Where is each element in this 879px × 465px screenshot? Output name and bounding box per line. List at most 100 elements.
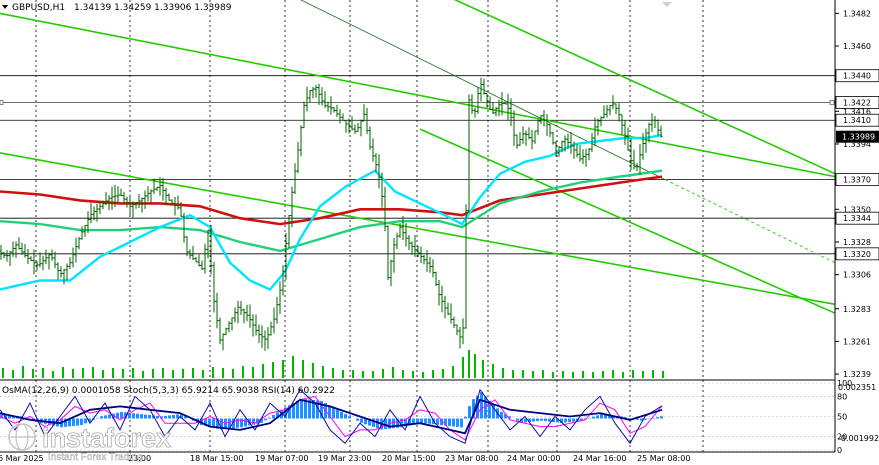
osma-bar xyxy=(488,400,491,419)
chart-shift-marker-icon[interactable] xyxy=(662,2,672,7)
ohlc-bar xyxy=(11,241,15,257)
osma-bar xyxy=(364,418,367,425)
osma-bar xyxy=(164,415,167,419)
ohlc-bar xyxy=(542,109,546,127)
osma-bar xyxy=(424,418,427,424)
osma-bar xyxy=(136,413,139,419)
ohlc-bar xyxy=(200,260,204,270)
volume-bar-9 xyxy=(92,367,94,378)
ohlc-bar xyxy=(209,224,213,275)
ohlc-bar xyxy=(515,134,519,149)
osma-bar xyxy=(320,400,323,419)
price-axis: 1.34821.34601.34381.34161.33941.33721.33… xyxy=(835,9,879,379)
trend-line-solid xyxy=(300,0,666,180)
dropdown-arrow-icon[interactable] xyxy=(2,5,8,9)
osma-bar xyxy=(184,416,187,419)
ohlc-bar xyxy=(257,324,261,344)
osma-bar xyxy=(448,418,451,426)
ohlc-bar xyxy=(317,83,321,106)
instaforex-logo: instaforex Instant Forex Trading xyxy=(7,422,171,463)
ohlc-bar xyxy=(167,193,171,201)
osma-bar xyxy=(440,418,443,426)
volume-bar-33 xyxy=(332,368,334,378)
time-tick-partial: 23:00 xyxy=(128,454,151,463)
ohlc-bar xyxy=(227,321,231,333)
ohlc-bar xyxy=(449,303,453,324)
ohlc-bar xyxy=(17,237,21,250)
osma-bar xyxy=(480,392,483,419)
moving-averages-layer xyxy=(0,133,663,291)
ohlc-bar xyxy=(8,251,12,267)
osma-bar xyxy=(348,416,351,419)
volume-bar-64 xyxy=(632,370,634,378)
ohlc-bar xyxy=(221,333,225,351)
ohlc-bar xyxy=(365,107,369,134)
ohlc-bar xyxy=(281,265,285,296)
ohlc-bar xyxy=(269,321,273,336)
volume-bar-0 xyxy=(2,368,4,378)
ohlc-bar xyxy=(242,308,246,324)
osma-bar xyxy=(384,418,387,430)
volume-bar-58 xyxy=(572,372,574,378)
osma-bar xyxy=(104,415,107,419)
ohlc-bar xyxy=(92,206,96,221)
ohlc-bar xyxy=(131,201,135,218)
osma-bar xyxy=(344,414,347,419)
level-box-3 xyxy=(835,173,879,187)
osma-bar xyxy=(232,418,235,429)
ohlc-bar xyxy=(584,148,588,167)
osma-bar xyxy=(236,418,239,428)
osma-bar xyxy=(428,418,431,424)
ohlc-bar xyxy=(500,92,504,116)
ohlc-bar xyxy=(530,129,534,150)
volume-bar-65 xyxy=(642,371,644,378)
ohlc-bar xyxy=(569,131,573,154)
ohlc-bar xyxy=(602,105,606,119)
osma-bar xyxy=(68,418,71,427)
ohlc-bar xyxy=(488,96,492,110)
osma-bar xyxy=(544,418,547,422)
ohlc-bar xyxy=(98,200,102,215)
ohlc-bar xyxy=(290,186,294,228)
ohlc-bar xyxy=(275,296,279,324)
ohlc-bar xyxy=(185,236,189,257)
volume-bar-56 xyxy=(552,372,554,378)
osma-bar xyxy=(580,418,583,421)
ohlc-bar xyxy=(518,132,522,146)
ohlc-bar xyxy=(161,177,165,201)
osma-bar xyxy=(528,418,531,423)
osma-bar xyxy=(140,414,143,419)
osma-bar xyxy=(0,414,3,419)
ohlc-bar xyxy=(410,241,414,255)
ohlc-bar xyxy=(647,122,651,143)
volume-bar-23 xyxy=(232,369,234,378)
ohlc-bar xyxy=(155,186,159,191)
watermark-brand: instaforex xyxy=(42,423,171,453)
ohlc-bar xyxy=(245,304,249,322)
channel-lower-line xyxy=(0,152,836,306)
ohlc-bar xyxy=(413,234,417,257)
ohlc-bar xyxy=(86,211,90,234)
price-levels-layer xyxy=(0,75,835,255)
osma-bar xyxy=(568,418,571,423)
ohlc-bar xyxy=(71,247,75,268)
osma-bar xyxy=(452,418,455,427)
osma-bar xyxy=(524,418,527,423)
volume-bar-51 xyxy=(502,368,504,378)
ohlc-bar xyxy=(236,300,240,324)
ohlc-bar xyxy=(239,300,243,315)
ohlc-bar xyxy=(323,91,327,108)
osma-bar xyxy=(72,418,75,426)
ohlc-bar xyxy=(386,225,390,281)
ohlc-bar xyxy=(599,116,603,127)
ohlc-bar xyxy=(371,138,375,162)
osma-bar xyxy=(644,418,647,420)
stoch-main-line xyxy=(0,388,663,445)
level-label: 1.3410 xyxy=(843,116,871,125)
ema-mid-line xyxy=(0,169,663,253)
current-price-box xyxy=(836,130,879,143)
ohlc-bar xyxy=(254,314,258,336)
watermark-tagline: Instant Forex Trading xyxy=(48,452,143,463)
ohlc-bar xyxy=(116,186,120,204)
ohlc-bar xyxy=(560,140,564,153)
